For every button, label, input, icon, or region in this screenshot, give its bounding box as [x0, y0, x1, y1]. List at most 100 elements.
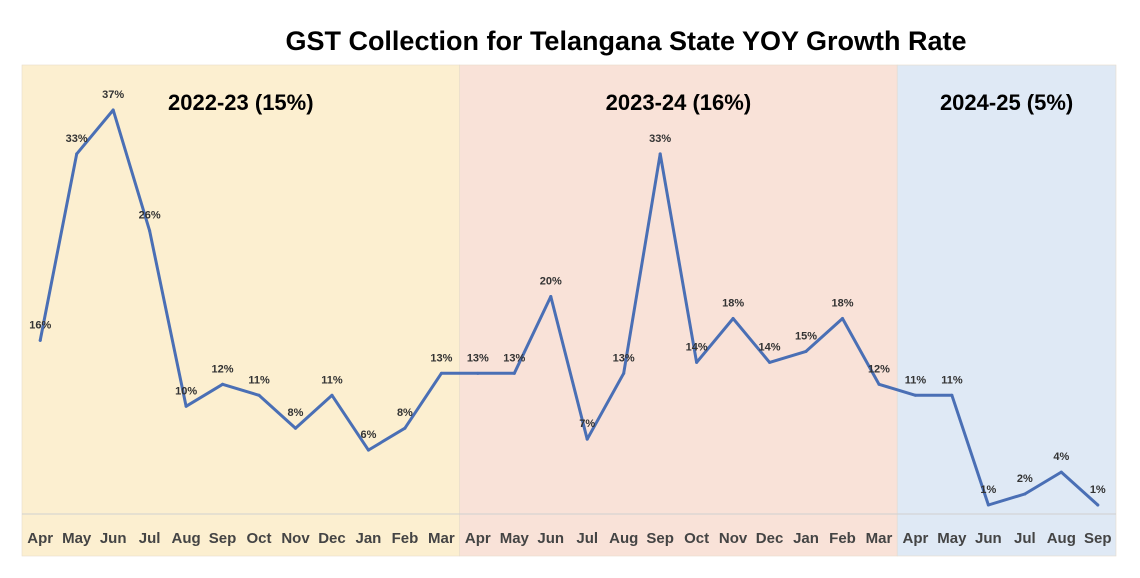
data-label-1: 33% [66, 133, 88, 145]
data-point-24 [913, 393, 917, 397]
data-point-4 [184, 404, 188, 408]
x-tick-label-1: May [62, 530, 92, 547]
x-tick-label-19: Nov [719, 530, 748, 547]
data-point-28 [1059, 470, 1063, 474]
data-point-11 [439, 371, 443, 375]
x-tick-label-9: Jan [356, 530, 382, 547]
x-tick-label-12: Apr [465, 530, 491, 547]
series-line-layer [38, 108, 1100, 507]
x-tick-label-2: Jun [100, 530, 127, 547]
data-point-8 [330, 393, 334, 397]
data-label-8: 11% [321, 374, 343, 386]
data-point-23 [877, 382, 881, 386]
data-label-17: 33% [649, 133, 671, 145]
series-line-0 [38, 108, 1100, 507]
x-tick-label-17: Sep [646, 530, 674, 547]
data-point-20 [768, 360, 772, 364]
x-tick-label-23: Mar [866, 530, 893, 547]
data-point-2 [111, 108, 115, 112]
x-tick-label-8: Dec [318, 530, 346, 547]
data-label-11: 13% [430, 352, 452, 364]
data-point-6 [257, 393, 261, 397]
data-point-1 [75, 152, 79, 156]
data-label-2: 37% [102, 89, 124, 101]
x-tick-label-4: Aug [172, 530, 201, 547]
data-label-3: 26% [139, 210, 161, 222]
data-point-10 [403, 426, 407, 430]
x-tick-label-11: Mar [428, 530, 455, 547]
x-tick-label-15: Jul [576, 530, 598, 547]
data-point-5 [221, 382, 225, 386]
period-label-1: 2023-24 (16%) [606, 90, 752, 115]
x-tick-label-16: Aug [609, 530, 638, 547]
data-point-7 [294, 426, 297, 430]
x-tick-label-10: Feb [392, 530, 419, 547]
data-label-18: 14% [686, 341, 708, 353]
period-band-2 [896, 64, 1117, 557]
x-tick-label-14: Jun [537, 530, 564, 547]
data-label-4: 10% [175, 385, 197, 397]
x-tick-label-7: Nov [281, 530, 310, 547]
data-label-28: 4% [1053, 451, 1069, 463]
data-label-14: 20% [540, 276, 562, 288]
data-label-29: 1% [1090, 484, 1106, 496]
data-point-27 [1023, 492, 1027, 496]
data-label-13: 13% [503, 352, 525, 364]
data-point-17 [658, 152, 662, 156]
data-label-0: 16% [29, 319, 51, 331]
data-point-21 [804, 349, 808, 353]
data-label-10: 8% [397, 407, 413, 419]
period-label-2: 2024-25 (5%) [940, 90, 1073, 115]
x-tick-labels: Apr May Jun Jul Aug Sep Oct Nov Dec Jan Feb Mar Apr M… [27, 530, 1111, 547]
data-point-22 [841, 316, 844, 320]
data-label-25: 11% [941, 374, 963, 386]
data-point-18 [695, 360, 699, 364]
data-label-20: 14% [759, 341, 781, 353]
x-tick-label-28: Aug [1047, 530, 1076, 547]
x-tick-label-22: Feb [829, 530, 856, 547]
chart-title: GST Collection for Telangana State YOY G… [285, 26, 966, 56]
x-tick-label-27: Jul [1014, 530, 1036, 547]
data-point-13 [512, 371, 516, 375]
data-label-15: 7% [579, 418, 595, 430]
data-point-29 [1096, 503, 1100, 507]
data-label-27: 2% [1017, 473, 1033, 485]
data-label-5: 12% [212, 363, 234, 375]
data-point-25 [950, 393, 954, 397]
data-labels: 16% 33% 37% 26% 10% 12% 11% 8% 11% 6% 8% 13% 13% 13% 2… [29, 89, 1106, 496]
x-tick-label-13: May [500, 530, 530, 547]
x-tick-label-24: Apr [903, 530, 929, 547]
data-point-9 [366, 448, 370, 452]
data-label-22: 18% [831, 297, 853, 309]
period-band-1 [459, 64, 898, 557]
x-tick-label-5: Sep [209, 530, 237, 547]
data-point-12 [476, 371, 480, 375]
x-tick-label-26: Jun [975, 530, 1002, 547]
data-point-14 [549, 295, 553, 299]
data-point-15 [585, 437, 589, 441]
data-point-26 [986, 503, 990, 507]
x-tick-label-3: Jul [139, 530, 161, 547]
x-tick-label-25: May [937, 530, 967, 547]
x-tick-label-0: Apr [27, 530, 53, 547]
data-point-19 [731, 316, 735, 320]
x-tick-label-21: Jan [793, 530, 819, 547]
data-label-26: 1% [980, 484, 996, 496]
x-tick-label-18: Oct [684, 530, 709, 547]
data-label-23: 12% [868, 363, 890, 375]
period-bands [21, 64, 1117, 557]
period-band-0 [21, 64, 460, 557]
data-label-21: 15% [795, 330, 817, 342]
data-label-6: 11% [248, 374, 270, 386]
data-label-16: 13% [613, 352, 635, 364]
period-label-0: 2022-23 (15%) [168, 90, 314, 115]
x-tick-label-29: Sep [1084, 530, 1112, 547]
x-tick-label-6: Oct [247, 530, 272, 547]
data-label-19: 18% [722, 297, 744, 309]
data-point-0 [38, 338, 42, 342]
data-point-3 [148, 229, 152, 233]
data-label-24: 11% [905, 374, 927, 386]
data-label-12: 13% [467, 352, 489, 364]
